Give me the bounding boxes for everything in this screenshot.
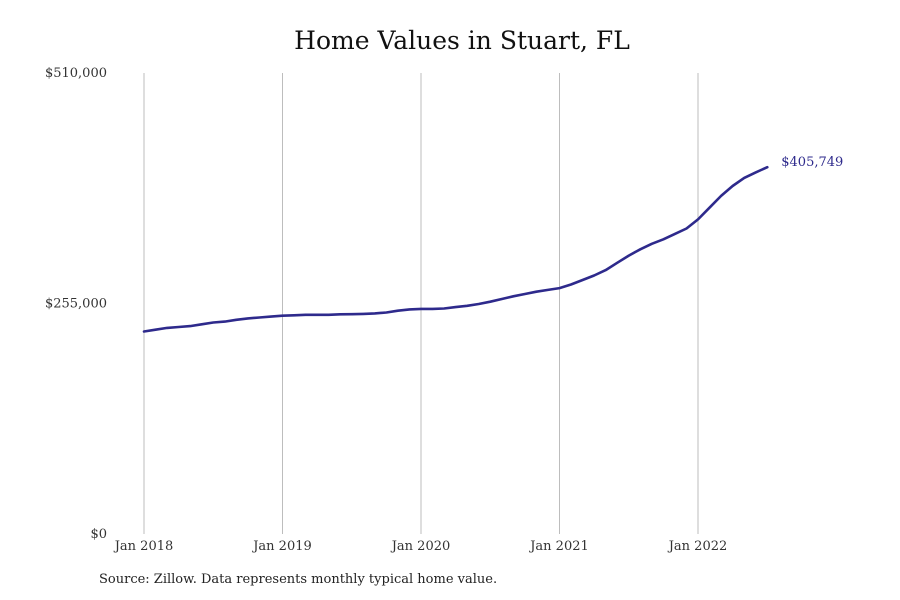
y-tick-label: $255,000: [45, 297, 107, 312]
y-tick-label: $0: [90, 527, 107, 542]
end-value-label: $405,749: [781, 155, 843, 170]
series-layer: $405,749: [142, 155, 843, 333]
x-tick-label: Jan 2022: [667, 539, 728, 554]
series-line: [142, 165, 769, 333]
y-tick-label: $510,000: [45, 66, 107, 81]
x-tick-label: Jan 2018: [113, 539, 174, 554]
chart-title: Home Values in Stuart, FL: [294, 26, 630, 55]
source-note: Source: Zillow. Data represents monthly …: [99, 572, 498, 587]
vertical-grid-lines: [143, 73, 699, 534]
x-tick-label: Jan 2020: [390, 539, 451, 554]
x-tick-label: Jan 2021: [528, 539, 589, 554]
x-axis-labels: Jan 2018 Jan 2019 Jan 2020 Jan 2021 Jan 2022: [113, 539, 728, 554]
x-tick-label: Jan 2019: [251, 539, 312, 554]
y-axis-labels: $0 $255,000 $510,000: [45, 66, 107, 542]
